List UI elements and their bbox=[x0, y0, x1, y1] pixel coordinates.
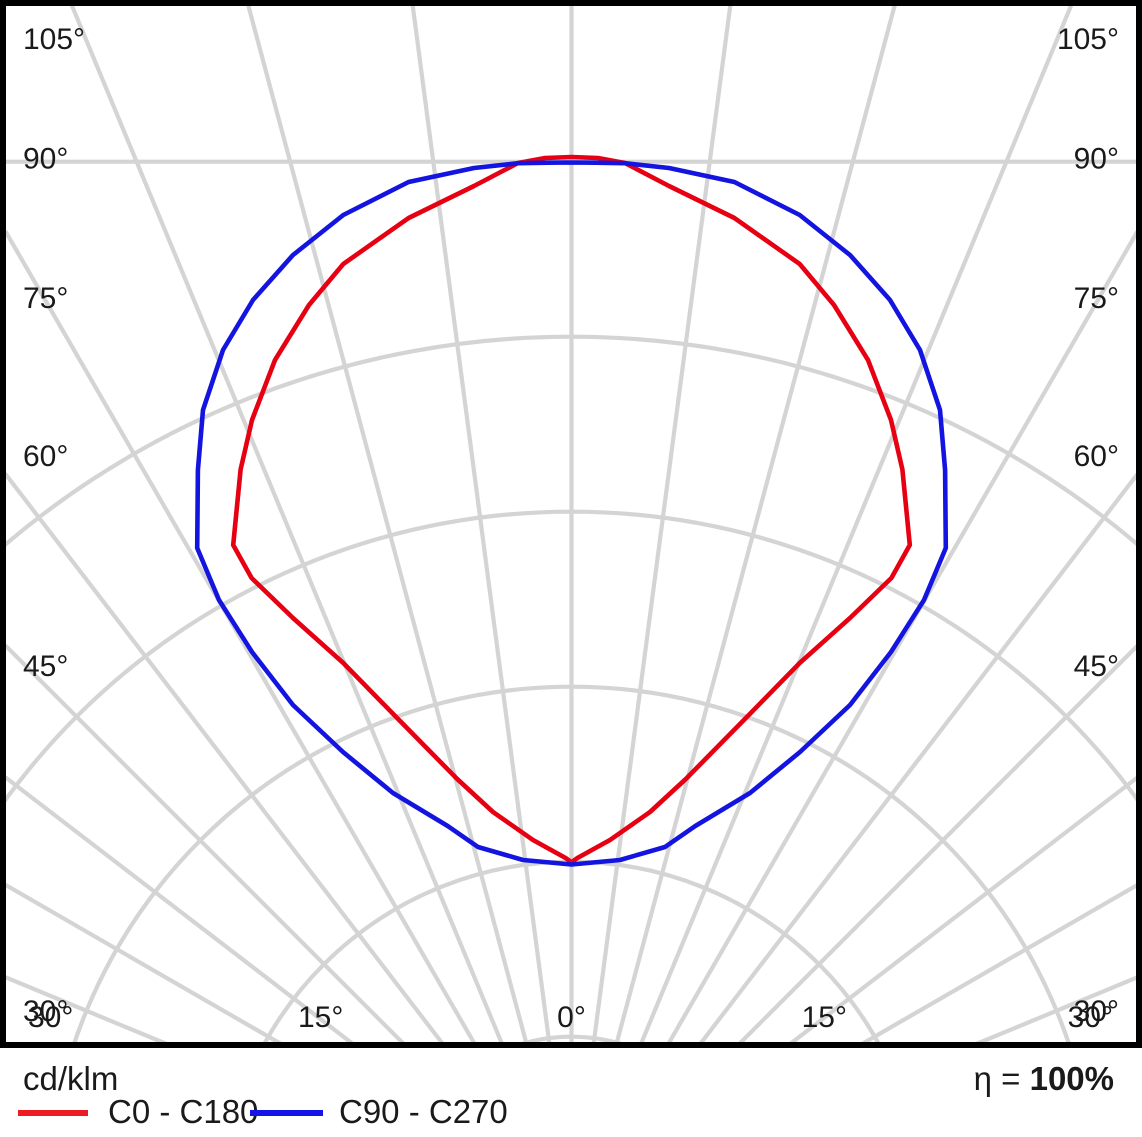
svg-text:90°: 90° bbox=[1074, 142, 1119, 175]
svg-text:45°: 45° bbox=[23, 650, 68, 683]
svg-text:30°: 30° bbox=[1068, 1001, 1113, 1034]
svg-text:75°: 75° bbox=[1074, 282, 1119, 315]
svg-text:η = 100%: η = 100% bbox=[974, 1060, 1114, 1097]
svg-text:105°: 105° bbox=[1057, 23, 1119, 56]
svg-text:60°: 60° bbox=[23, 440, 68, 473]
svg-text:C90 - C270: C90 - C270 bbox=[339, 1093, 508, 1130]
svg-text:90°: 90° bbox=[23, 142, 68, 175]
svg-text:C0 - C180: C0 - C180 bbox=[108, 1093, 258, 1130]
svg-text:105°: 105° bbox=[23, 23, 85, 56]
svg-text:0°: 0° bbox=[557, 1001, 586, 1034]
svg-text:30°: 30° bbox=[28, 1001, 73, 1034]
svg-text:15°: 15° bbox=[802, 1001, 847, 1034]
svg-text:15°: 15° bbox=[298, 1001, 343, 1034]
svg-text:cd/klm: cd/klm bbox=[23, 1060, 118, 1097]
svg-text:60°: 60° bbox=[1074, 440, 1119, 473]
svg-text:45°: 45° bbox=[1074, 650, 1119, 683]
svg-text:75°: 75° bbox=[23, 282, 68, 315]
